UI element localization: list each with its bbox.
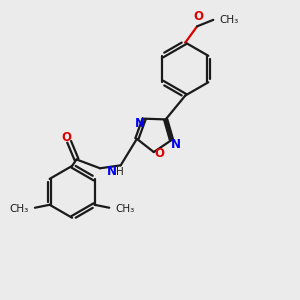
Text: O: O (194, 10, 204, 22)
Text: O: O (61, 131, 71, 145)
Text: N: N (107, 165, 117, 178)
Text: O: O (155, 147, 165, 160)
Text: N: N (135, 117, 145, 130)
Text: H: H (116, 167, 124, 177)
Text: CH₃: CH₃ (220, 15, 239, 25)
Text: CH₃: CH₃ (116, 204, 135, 214)
Text: CH₃: CH₃ (9, 204, 28, 214)
Text: N: N (171, 138, 181, 151)
